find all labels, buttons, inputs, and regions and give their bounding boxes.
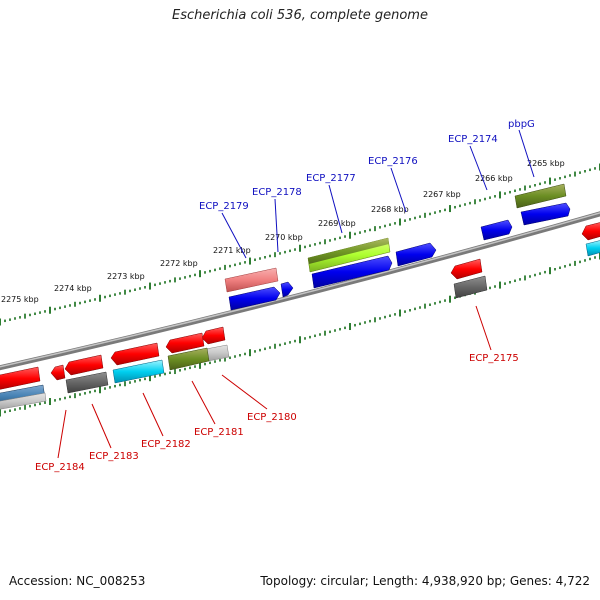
gene-ECP_2176[interactable]	[395, 242, 437, 267]
gene-ECP_2177-lower[interactable]	[311, 255, 393, 289]
gene-ECP_2183-lower[interactable]	[65, 371, 109, 394]
scale-label-2267: 2267 kbp	[423, 190, 461, 199]
scale-label-2275: 2275 kbp	[1, 295, 39, 304]
map-title: Escherichia coli 536, complete genome	[172, 8, 428, 23]
scale-ticks-inner	[0, 252, 600, 417]
gene-ECP_2177-top	[308, 238, 389, 264]
gene-ECP_2175-lower[interactable]	[453, 275, 488, 299]
gene-ECP_2178[interactable]	[280, 281, 294, 298]
label-ECP_2178[interactable]: ECP_2178	[252, 187, 302, 198]
gene-right-edge-cyan[interactable]	[585, 240, 600, 257]
gene-ECP_2184-small[interactable]	[50, 364, 66, 381]
label-ECP_2183[interactable]: ECP_2183	[89, 451, 139, 462]
topology-summary: Topology: circular; Length: 4,938,920 bp…	[260, 574, 590, 588]
gene-pbpG-partner[interactable]	[514, 183, 567, 209]
scale-label-2272: 2272 kbp	[160, 259, 198, 268]
label-ECP_2184[interactable]: ECP_2184	[35, 462, 85, 473]
label-ECP_2174[interactable]: ECP_2174	[448, 134, 498, 145]
scale-label-2273: 2273 kbp	[107, 272, 145, 281]
scale-label-2265: 2265 kbp	[527, 159, 565, 168]
scale-ticks-outer	[0, 163, 600, 326]
forward-leaders	[221, 129, 535, 259]
gene-ECP_2179-lower[interactable]	[228, 286, 281, 311]
gene-ECP_2174[interactable]	[480, 219, 513, 241]
label-pbpG[interactable]: pbpG	[508, 119, 535, 130]
gene-ECP_2182-lower[interactable]	[112, 359, 165, 384]
gene-ECP_2183[interactable]	[64, 354, 104, 376]
scale-label-2266: 2266 kbp	[475, 174, 513, 183]
gene-ECP_2179[interactable]	[224, 267, 279, 293]
scale-label-2268: 2268 kbp	[371, 205, 409, 214]
genome-backbone-highlight	[0, 212, 600, 368]
gene-left-edge-lightgray[interactable]	[0, 392, 47, 410]
label-ECP_2175[interactable]: ECP_2175	[469, 353, 519, 364]
gene-ECP_2181-lower[interactable]	[167, 347, 210, 371]
gene-ECP_2181[interactable]	[165, 332, 205, 354]
label-ECP_2179[interactable]: ECP_2179	[199, 201, 249, 212]
label-ECP_2181[interactable]: ECP_2181	[194, 427, 244, 438]
label-ECP_2176[interactable]: ECP_2176	[368, 156, 418, 167]
scale-label-2271: 2271 kbp	[213, 246, 251, 255]
accession-text: Accession: NC_008253	[9, 574, 146, 588]
gene-ECP_2180[interactable]	[201, 326, 226, 345]
label-ECP_2180[interactable]: ECP_2180	[247, 412, 297, 423]
scale-label-2269: 2269 kbp	[318, 219, 356, 228]
gene-pbpG[interactable]	[520, 202, 571, 226]
gene-ECP_2175[interactable]	[450, 258, 483, 280]
forward-genes	[224, 183, 571, 311]
scale-label-2274: 2274 kbp	[54, 284, 92, 293]
gene-ECP_2182[interactable]	[110, 342, 160, 366]
reverse-leaders	[57, 305, 492, 459]
genome-backbone	[0, 211, 600, 371]
label-ECP_2177[interactable]: ECP_2177	[306, 173, 356, 184]
scale-label-2270: 2270 kbp	[265, 233, 303, 242]
label-ECP_2182[interactable]: ECP_2182	[141, 439, 191, 450]
gene-ECP_2184[interactable]	[0, 366, 41, 390]
gene-right-edge-red[interactable]	[581, 222, 600, 241]
reverse-genes	[0, 222, 600, 410]
